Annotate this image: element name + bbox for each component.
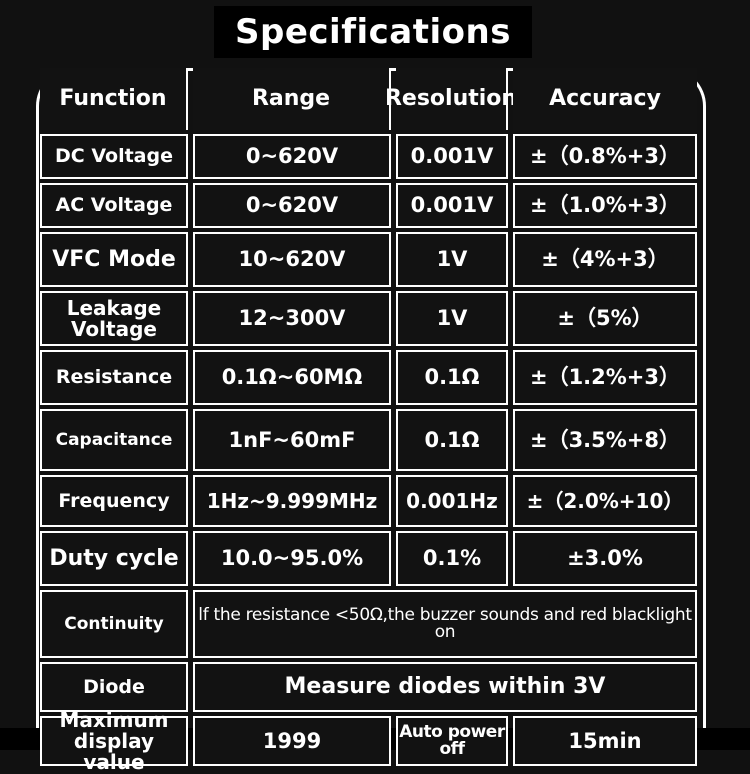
max-display-label: Maximum display value [40, 709, 188, 772]
page-title: Specifications [235, 12, 511, 52]
row-accuracy: ±（1.0%+3） [513, 183, 697, 228]
row-accuracy: ±（2.0%+10） [513, 475, 697, 527]
row-function: VFC Mode [40, 232, 188, 287]
row-range: 12~300V [193, 291, 391, 346]
row-function: AC Voltage [40, 183, 188, 228]
row-resolution: 0.1Ω [396, 409, 508, 471]
row-range: 0~620V [193, 183, 391, 228]
row-accuracy: ±（1.2%+3） [513, 350, 697, 405]
row-function: Duty cycle [40, 531, 188, 586]
row-resolution: 0.1% [396, 531, 508, 586]
row-resolution: 0.001V [396, 134, 508, 179]
row-range: 10.0~95.0% [193, 531, 391, 586]
row-range: 1Hz~9.999MHz [193, 475, 391, 527]
row-accuracy: ±3.0% [513, 531, 697, 586]
row-range: 0~620V [193, 134, 391, 179]
row-resolution: 1V [396, 232, 508, 287]
row-accuracy: ±（3.5%+8） [513, 409, 697, 471]
row-range: 0.1Ω~60MΩ [193, 350, 391, 405]
row-range: 1nF~60mF [193, 409, 391, 471]
row-function: Leakage Voltage [40, 291, 188, 346]
header-resolution: Resolution [385, 68, 517, 130]
diode-label: Diode [40, 662, 188, 712]
row-resolution: 1V [396, 291, 508, 346]
continuity-label: Continuity [40, 590, 188, 658]
row-accuracy: ±（5%） [513, 291, 697, 346]
row-accuracy: ±（0.8%+3） [513, 134, 697, 179]
row-range: 10~620V [193, 232, 391, 287]
row-resolution: 0.1Ω [396, 350, 508, 405]
auto-power-off-value: 15min [513, 716, 697, 766]
row-resolution: 0.001Hz [396, 475, 508, 527]
row-function: Capacitance [40, 409, 188, 471]
row-function: Resistance [40, 350, 188, 405]
max-display-value: 1999 [193, 716, 391, 766]
title-banner: Specifications [214, 6, 532, 58]
spec-table: Function Range Resolution Accuracy DC Vo… [36, 68, 706, 772]
diode-description: Measure diodes within 3V [193, 662, 697, 712]
header-function: Function [40, 68, 188, 130]
row-resolution: 0.001V [396, 183, 508, 228]
auto-power-off-label: Auto power off [396, 716, 508, 766]
row-accuracy: ±（4%+3） [513, 232, 697, 287]
header-accuracy: Accuracy [513, 68, 697, 130]
row-function: DC Voltage [40, 134, 188, 179]
header-range: Range [193, 68, 391, 130]
continuity-description: lf the resistance <50Ω,the buzzer sounds… [193, 590, 697, 658]
row-function: Frequency [40, 475, 188, 527]
